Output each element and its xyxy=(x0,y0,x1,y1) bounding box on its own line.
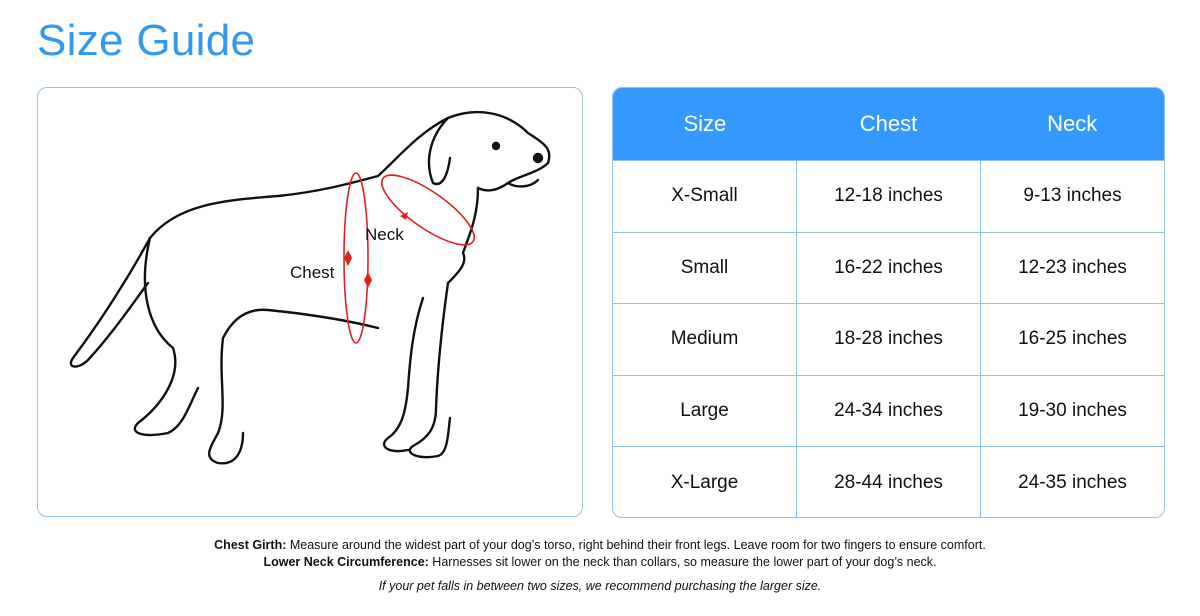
neck-arrow-icon xyxy=(400,212,408,220)
size-cell: Small xyxy=(680,256,729,278)
chest-cell: 12-18 inches xyxy=(796,161,980,232)
table-row: X-Small 12-18 inches 9-13 inches xyxy=(613,160,1164,232)
table-row: Medium 18-28 inches 16-25 inches xyxy=(613,303,1164,375)
neck-cell: 19-30 inches xyxy=(980,375,1164,447)
table-row: Large 24-34 inches 19-30 inches xyxy=(613,374,1164,447)
neck-cell: 16-25 inches xyxy=(980,304,1164,375)
neck-cell: 12-23 inches xyxy=(980,232,1164,304)
chest-note-title: Chest Girth: xyxy=(214,538,287,552)
neck-cell: 24-35 inches xyxy=(980,447,1164,517)
chest-cell: 28-44 inches xyxy=(796,447,980,517)
header-neck: Neck xyxy=(1047,111,1098,136)
chest-label: Chest xyxy=(290,263,335,282)
sizing-tip: If your pet falls in between two sizes, … xyxy=(378,579,822,593)
neck-note: Lower Neck Circumference: Harnesses sit … xyxy=(0,554,1200,571)
measurement-notes: Chest Girth: Measure around the widest p… xyxy=(0,537,1200,571)
chest-arrow-icon xyxy=(344,250,352,266)
chest-cell: 18-28 inches xyxy=(796,304,980,375)
header-size: Size xyxy=(683,111,727,136)
size-cell: X-Small xyxy=(671,185,738,207)
dog-illustration xyxy=(69,110,551,465)
size-table: Size Chest Neck X-Small 12-18 inches 9-1… xyxy=(612,87,1165,518)
neck-note-text: Harnesses sit lower on the neck than col… xyxy=(428,555,937,569)
size-cell: Large xyxy=(680,400,729,422)
size-cell: Medium xyxy=(670,328,739,350)
size-cell: X-Large xyxy=(670,471,739,493)
neck-note-title: Lower Neck Circumference: xyxy=(263,555,429,569)
dog-illustration-panel: Chest Neck xyxy=(37,87,583,517)
table-row: Small 16-22 inches 12-23 inches xyxy=(613,231,1164,304)
page-title: Size Guide xyxy=(37,16,256,65)
chest-cell: 24-34 inches xyxy=(796,375,980,447)
chest-arrow-icon xyxy=(364,272,372,288)
neck-measure-line xyxy=(380,174,476,246)
header-chest: Chest xyxy=(859,111,918,136)
chest-note-text: Measure around the widest part of your d… xyxy=(286,538,986,552)
chest-cell: 16-22 inches xyxy=(796,232,980,304)
table-header: Size Chest Neck xyxy=(613,88,1164,160)
chest-note: Chest Girth: Measure around the widest p… xyxy=(0,537,1200,554)
table-row: X-Large 28-44 inches 24-35 inches xyxy=(613,446,1164,517)
neck-label: Neck xyxy=(365,225,404,244)
neck-cell: 9-13 inches xyxy=(980,161,1164,232)
